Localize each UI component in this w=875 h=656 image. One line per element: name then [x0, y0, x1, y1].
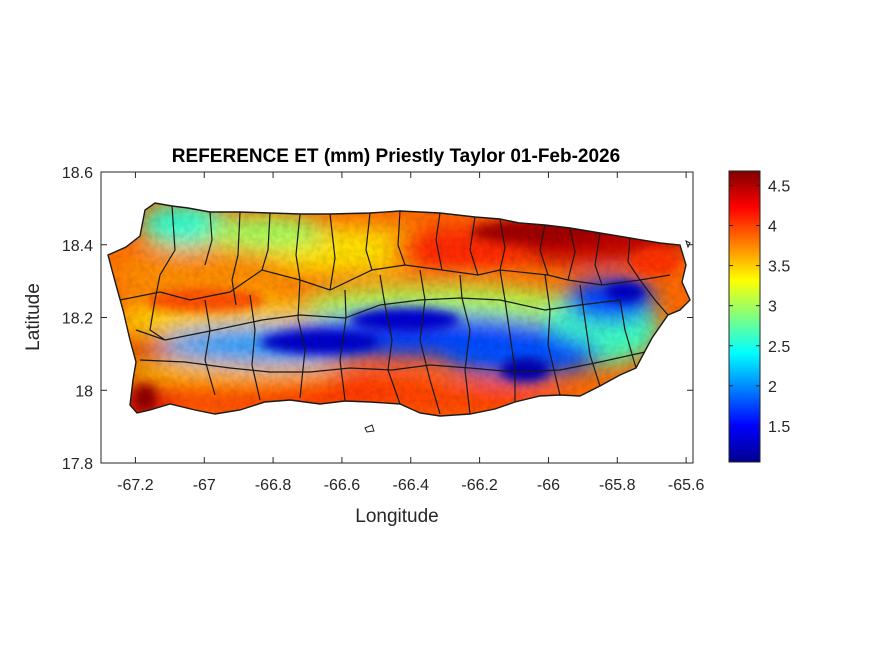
x-tick-label: -66.4	[393, 477, 430, 494]
x-tick-label: -66.8	[255, 477, 292, 494]
colorbar	[728, 170, 761, 463]
y-tick-label: 18	[75, 383, 93, 400]
colorbar-tick-label: 2	[768, 379, 777, 396]
colorbar-tick-label: 1.5	[768, 419, 790, 436]
y-tick-label: 18.4	[62, 238, 93, 255]
x-tick-label: -65.8	[599, 477, 636, 494]
x-tick-label: -66	[537, 477, 560, 494]
et-heatmap	[108, 203, 690, 416]
colorbar-tick-label: 3.5	[768, 259, 790, 276]
colorbar-tick-label: 3	[768, 299, 777, 316]
colorbar-tick-label: 4.5	[768, 178, 790, 195]
colorbar-ticks: 1.5 2 2.5 3 3.5 4 4.5	[729, 178, 790, 436]
y-tick-label: 17.8	[62, 456, 93, 473]
y-axis: 17.8 18 18.2 18.4 18.6	[62, 165, 693, 473]
x-tick-label: -67.2	[117, 477, 154, 494]
colorbar-tick-label: 2.5	[768, 339, 790, 356]
x-tick-label: -66.2	[461, 477, 498, 494]
chart-title: REFERENCE ET (mm) Priestly Taylor 01-Feb…	[172, 146, 620, 167]
x-axis-label: Longitude	[355, 506, 438, 527]
colorbar-tick-label: 4	[768, 219, 777, 236]
y-tick-label: 18.2	[62, 311, 93, 328]
x-tick-label: -66.6	[324, 477, 361, 494]
y-tick-label: 18.6	[62, 165, 93, 182]
x-tick-label: -67	[193, 477, 216, 494]
municipality-borders	[107, 202, 691, 417]
x-tick-label: -65.6	[668, 477, 705, 494]
x-axis: -67.2 -67 -66.8 -66.6 -66.4 -66.2 -66 -65.8 -65.…	[117, 172, 704, 494]
y-axis-label: Latitude	[23, 283, 44, 351]
